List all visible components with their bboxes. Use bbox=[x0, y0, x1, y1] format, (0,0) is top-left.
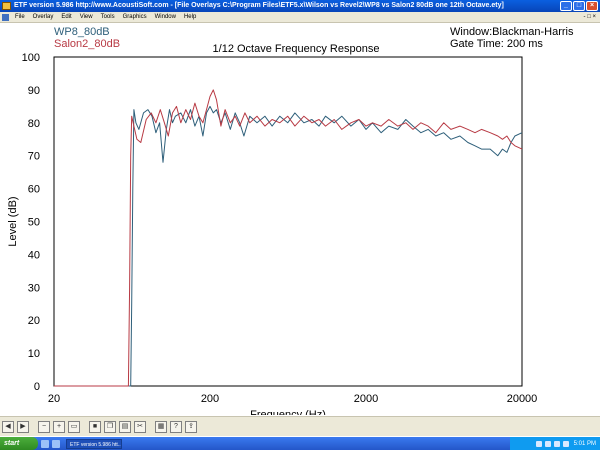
y-tick-label: 90 bbox=[28, 85, 40, 97]
zoom-in-icon[interactable]: + bbox=[53, 420, 65, 433]
menu-view[interactable]: View bbox=[79, 14, 93, 20]
legend-entry: WP8_80dB bbox=[54, 26, 110, 38]
y-tick-label: 30 bbox=[28, 282, 40, 294]
series-line bbox=[54, 89, 523, 387]
help-icon[interactable]: ? bbox=[170, 420, 182, 433]
x-tick-label: 20 bbox=[48, 393, 60, 405]
copy-icon[interactable]: ❐ bbox=[104, 420, 116, 433]
y-tick-label: 10 bbox=[28, 348, 40, 360]
chart-series bbox=[54, 89, 523, 387]
y-tick-label: 70 bbox=[28, 151, 40, 163]
open-file-icon[interactable]: ▭ bbox=[68, 420, 80, 433]
system-tray: 5:01 PM bbox=[510, 437, 600, 450]
volume-icon[interactable] bbox=[553, 440, 560, 447]
maximize-button[interactable]: □ bbox=[573, 1, 585, 11]
x-tick-label: 200 bbox=[201, 393, 219, 405]
info-line: Gate Time: 200 ms bbox=[450, 38, 543, 50]
chart-labels: 0 10 20 30 40 50 60 70 80 90 100 20 200 2000 20000 Freq… bbox=[7, 26, 574, 415]
zoom-out-icon[interactable]: − bbox=[38, 420, 50, 433]
info-line: Window:Blackman-Harris bbox=[450, 26, 574, 38]
menu-window[interactable]: Window bbox=[154, 14, 176, 20]
frequency-response-chart[interactable]: 0 10 20 30 40 50 60 70 80 90 100 20 200 2000 20000 Freq… bbox=[0, 23, 600, 415]
y-tick-label: 20 bbox=[28, 315, 40, 327]
arrow-left-icon[interactable]: ◀ bbox=[2, 420, 14, 433]
tray-icon[interactable] bbox=[535, 440, 542, 447]
y-tick-label: 0 bbox=[34, 381, 40, 393]
app-icon bbox=[2, 2, 11, 10]
chart-axes bbox=[53, 56, 523, 387]
menu-graphics[interactable]: Graphics bbox=[122, 14, 147, 20]
x-tick-label: 2000 bbox=[354, 393, 378, 405]
bottom-toolbar: ◀ ▶ − + ▭ ■ ❐ ▤ ✂ ▦ ? ⇪ bbox=[0, 416, 600, 436]
menu-tools[interactable]: Tools bbox=[100, 14, 115, 20]
export-icon[interactable]: ⇪ bbox=[185, 420, 197, 433]
window-controls: _ □ × bbox=[560, 1, 598, 11]
save-icon[interactable]: ■ bbox=[89, 420, 101, 433]
window-titlebar[interactable]: ETF version 5.986 http://www.AcoustiSoft… bbox=[0, 0, 600, 12]
minimize-button[interactable]: _ bbox=[560, 1, 572, 11]
arrow-right-icon[interactable]: ▶ bbox=[17, 420, 29, 433]
y-tick-label: 80 bbox=[28, 118, 40, 130]
x-axis-label: Frequency (Hz) bbox=[250, 409, 326, 415]
quicklaunch-icon[interactable] bbox=[41, 439, 49, 448]
y-tick-label: 50 bbox=[28, 217, 40, 229]
window-title: ETF version 5.986 http://www.AcoustiSoft… bbox=[14, 2, 504, 9]
menu-bar: File Overlay Edit View Tools Graphics Wi… bbox=[0, 12, 600, 23]
print-icon[interactable]: ▤ bbox=[119, 420, 131, 433]
y-tick-label: 60 bbox=[28, 184, 40, 196]
menu-help[interactable]: Help bbox=[183, 14, 197, 20]
chart-area: 0 10 20 30 40 50 60 70 80 90 100 20 200 2000 20000 Freq… bbox=[0, 23, 600, 415]
close-button[interactable]: × bbox=[586, 1, 598, 11]
quicklaunch-icon-2[interactable] bbox=[52, 439, 60, 448]
document-window-controls[interactable]: - □ × bbox=[583, 14, 596, 20]
menu-file[interactable]: File bbox=[15, 14, 25, 20]
taskbar: start ETF version 5.986 htt... 5:01 PM bbox=[0, 437, 600, 450]
network-icon[interactable] bbox=[562, 440, 569, 447]
tray-icon-2[interactable] bbox=[544, 440, 551, 447]
clock: 5:01 PM bbox=[573, 440, 596, 447]
chart-title: 1/12 Octave Frequency Response bbox=[213, 43, 380, 55]
y-tick-label: 40 bbox=[28, 249, 40, 261]
plot-frame bbox=[53, 56, 523, 387]
document-icon[interactable] bbox=[2, 13, 9, 21]
cut-icon[interactable]: ✂ bbox=[134, 420, 146, 433]
properties-icon[interactable]: ▦ bbox=[155, 420, 167, 433]
menu-overlay[interactable]: Overlay bbox=[32, 14, 54, 20]
start-button[interactable]: start bbox=[0, 437, 38, 450]
series-line bbox=[54, 105, 523, 387]
y-axis-label: Level (dB) bbox=[7, 196, 19, 246]
legend-entry: Salon2_80dB bbox=[54, 38, 120, 50]
x-tick-label: 20000 bbox=[507, 393, 538, 405]
y-tick-label: 100 bbox=[22, 52, 40, 64]
menu-edit[interactable]: Edit bbox=[61, 14, 72, 20]
taskbar-item[interactable]: ETF version 5.986 htt... bbox=[66, 438, 122, 449]
